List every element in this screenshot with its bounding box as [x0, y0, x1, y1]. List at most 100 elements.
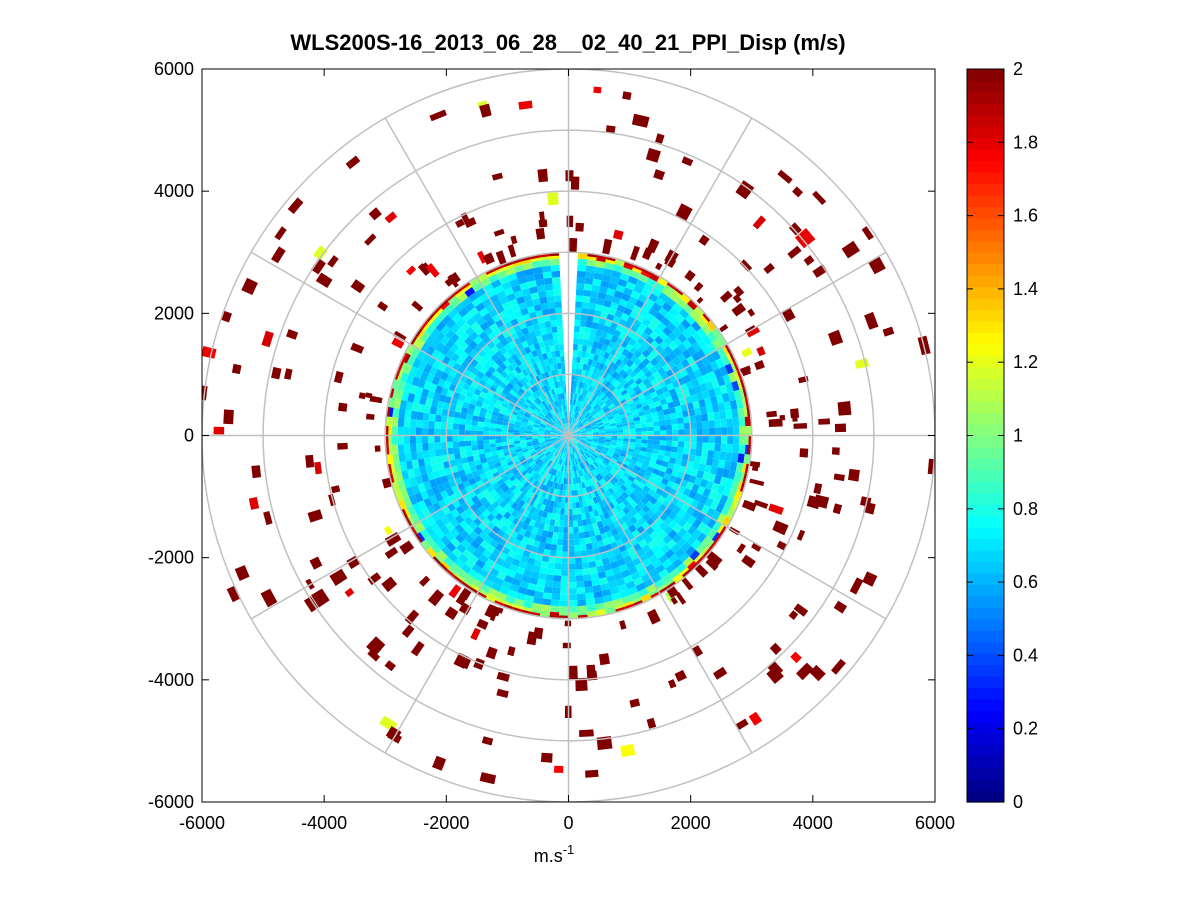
ppi-cell [527, 446, 535, 451]
ppi-cell [523, 413, 531, 419]
ppi-cell [636, 336, 646, 346]
ppi-outer-return [752, 215, 767, 230]
ppi-cell [542, 592, 552, 600]
ppi-cell [607, 535, 616, 544]
ppi-cell [576, 444, 582, 450]
colorbar-strips [967, 69, 1004, 803]
ppi-cell [610, 440, 618, 444]
colorbar-strip [967, 664, 1004, 677]
ppi-cell [541, 464, 547, 471]
ppi-cell [520, 307, 529, 316]
ppi-cell [541, 393, 548, 400]
ppi-cell [547, 460, 552, 467]
ppi-cell [713, 492, 723, 503]
ppi-cell [557, 483, 561, 490]
ppi-outer-return [535, 227, 546, 240]
ppi-cell [548, 389, 554, 397]
ppi-cell [608, 418, 615, 423]
ppi-cell [592, 387, 599, 395]
ppi-cell [450, 323, 461, 334]
ppi-cell [521, 535, 530, 544]
azimuth-spoke [384, 117, 570, 436]
ppi-cell [617, 438, 624, 442]
ppi-outer-return [337, 442, 348, 450]
ppi-cell [604, 381, 611, 388]
ppi-cell [707, 412, 715, 421]
ppi-outer-return [705, 558, 719, 571]
ppi-cell [414, 533, 423, 544]
ppi-cell [598, 500, 605, 508]
ppi-cell [638, 508, 647, 518]
ppi-cell [484, 413, 492, 419]
ppi-cell [600, 402, 607, 409]
ppi-cell [400, 372, 409, 383]
ppi-cell [665, 424, 673, 431]
ppi-cell [555, 313, 563, 321]
ppi-cell [611, 356, 619, 364]
ppi-cell [647, 439, 654, 445]
ppi-cell [460, 322, 471, 332]
ppi-cell [496, 270, 508, 280]
ppi-cell [548, 446, 555, 451]
ppi-cell [570, 411, 573, 418]
ppi-cell [584, 586, 594, 594]
ppi-cell [672, 505, 682, 515]
ppi-cell [541, 372, 547, 380]
ppi-cell [579, 449, 584, 456]
ppi-cell [559, 514, 565, 521]
ppi-cell [440, 525, 450, 536]
ppi-cell [545, 451, 552, 458]
ppi-cell [578, 424, 584, 429]
ppi-cell [440, 490, 449, 500]
ppi-cell [546, 332, 554, 340]
ppi-cell [580, 550, 588, 557]
ppi-cell [585, 441, 592, 445]
ppi-cell [560, 575, 569, 583]
ppi-cell [410, 346, 421, 358]
ppi-cell [597, 292, 607, 300]
ppi-cell [558, 368, 563, 376]
ppi-cell [554, 495, 559, 502]
ppi-cell [726, 418, 734, 428]
ppi-cell [616, 304, 626, 313]
ppi-cell [501, 301, 512, 311]
ppi-cell [643, 283, 654, 293]
ppi-cell [702, 390, 711, 400]
ppi-cell [627, 418, 635, 423]
ppi-cell [386, 454, 394, 465]
ppi-cell [597, 422, 604, 427]
ppi-outer-return [401, 624, 415, 638]
ppi-cell [527, 305, 536, 314]
ppi-cell [496, 571, 507, 581]
ppi-cell [591, 424, 598, 428]
ppi-cell [514, 445, 522, 450]
ppi-cell [574, 544, 581, 552]
ppi-cell [661, 477, 669, 486]
ppi-cell [614, 310, 624, 319]
ppi-cell [532, 427, 539, 431]
colorbar-strip [967, 183, 1004, 196]
ppi-cell [465, 472, 474, 481]
ppi-cell [555, 444, 561, 450]
ppi-cell [425, 397, 433, 407]
ppi-outer-return [493, 228, 505, 237]
ppi-cell [526, 408, 533, 415]
ppi-cell [654, 282, 665, 293]
ppi-cell [629, 500, 638, 509]
ppi-cell [505, 408, 513, 414]
ppi-cell [591, 426, 598, 430]
ppi-cell [417, 403, 426, 413]
ppi-cell [445, 292, 456, 302]
ppi-cell [715, 502, 725, 514]
ppi-cell [592, 412, 599, 418]
ppi-cell [615, 445, 623, 450]
ppi-cell [640, 419, 647, 424]
ppi-cell [540, 379, 547, 387]
ppi-cell [553, 388, 558, 395]
ppi-cell [637, 500, 646, 509]
ppi-cell [573, 427, 579, 432]
ppi-cell [705, 380, 714, 391]
ppi-cell [629, 405, 637, 412]
ppi-cell [600, 462, 607, 469]
ppi-cell [632, 468, 640, 476]
